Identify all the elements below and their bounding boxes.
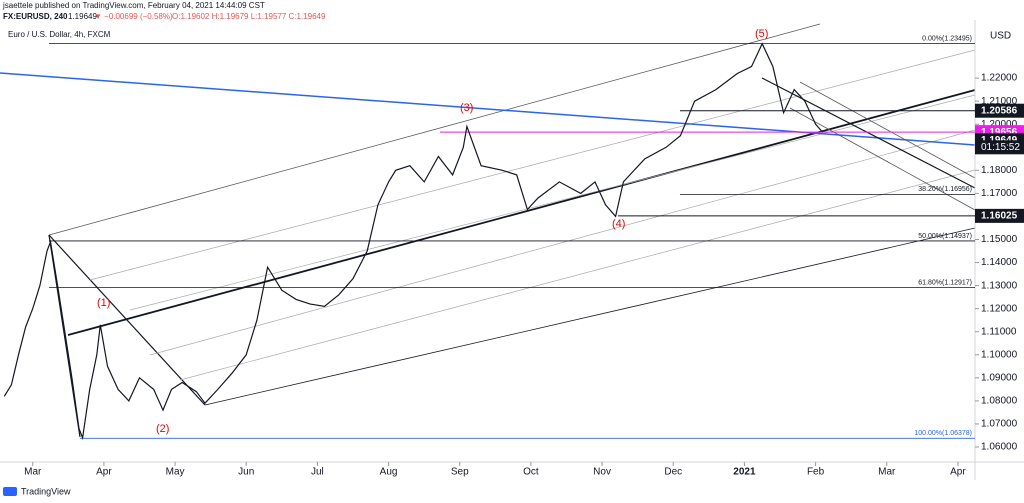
y-tick-label: 1.21000 bbox=[981, 96, 1018, 107]
x-tick-label: Nov bbox=[593, 467, 611, 478]
y-tick-label: 1.09000 bbox=[981, 372, 1018, 383]
x-tick-label: Mar bbox=[878, 467, 896, 478]
price-label: 1.20586 bbox=[981, 105, 1018, 116]
y-tick-label: 1.18000 bbox=[981, 165, 1018, 176]
y-tick-label: 1.12000 bbox=[981, 303, 1018, 314]
x-tick-label: May bbox=[166, 467, 185, 478]
x-tick-label: 2021 bbox=[733, 467, 756, 478]
publisher: jsaettele published on TradingView.com, … bbox=[2, 1, 265, 10]
x-tick-label: Aug bbox=[380, 467, 398, 478]
y-tick-label: 1.10000 bbox=[981, 349, 1018, 360]
fib-label: 100.00%(1.06378) bbox=[914, 430, 972, 437]
x-tick-label: Apr bbox=[96, 467, 112, 478]
fib-label: 0.00%(1.23495) bbox=[922, 35, 972, 42]
x-tick-label: Jun bbox=[238, 467, 254, 478]
fib-label: 50.00%(1.14937) bbox=[918, 233, 972, 240]
x-tick-label: Mar bbox=[24, 467, 42, 478]
price-label-box bbox=[975, 208, 1024, 223]
symbol: FX:EURUSD, 240 bbox=[3, 12, 68, 21]
fib-label: 38.20%(1.16956) bbox=[918, 186, 972, 193]
x-tick-label: Dec bbox=[664, 467, 682, 478]
currency: USD bbox=[990, 31, 1011, 42]
y-tick-label: 1.20000 bbox=[981, 119, 1018, 130]
wave-label: (1) bbox=[97, 297, 110, 309]
y-tick-label: 1.07000 bbox=[981, 419, 1018, 430]
wave-label: (2) bbox=[156, 423, 169, 435]
y-tick-label: 1.06000 bbox=[981, 442, 1018, 453]
y-tick-label: 1.08000 bbox=[981, 396, 1018, 407]
countdown: 01:15:52 bbox=[981, 142, 1020, 153]
price-label: 1.19656 bbox=[981, 127, 1018, 138]
fib-label: 61.80%(1.12917) bbox=[918, 279, 972, 286]
x-tick-label: Oct bbox=[523, 467, 539, 478]
y-tick-label: 1.11000 bbox=[981, 326, 1017, 337]
logo bbox=[3, 487, 17, 496]
brand: TradingView bbox=[21, 486, 71, 496]
y-tick-label: 1.14000 bbox=[981, 257, 1018, 268]
y-tick-label: 1.13000 bbox=[981, 280, 1018, 291]
countdown-box bbox=[975, 140, 1024, 155]
x-tick-label: Feb bbox=[807, 467, 825, 478]
drawings bbox=[0, 23, 976, 438]
wave-label: (5) bbox=[755, 28, 768, 40]
last: 1.19649 bbox=[68, 12, 97, 21]
x-tick-label: Sep bbox=[451, 467, 469, 478]
x-tick-label: Apr bbox=[950, 467, 966, 478]
wave-label: (3) bbox=[460, 102, 473, 114]
wave-label: (4) bbox=[612, 218, 625, 230]
price-line bbox=[3, 42, 824, 441]
chart-title: Euro / U.S. Dollar, 4h, FXCM bbox=[8, 30, 111, 39]
change: ▼ −0.00699 (−0.58%) bbox=[94, 12, 173, 21]
y-tick-label: 1.22000 bbox=[981, 73, 1018, 84]
y-tick-label: 1.17000 bbox=[981, 188, 1018, 199]
y-tick-label: 1.15000 bbox=[981, 234, 1018, 245]
price-label-box bbox=[975, 103, 1024, 118]
price-label: 1.16025 bbox=[981, 211, 1018, 222]
x-tick-label: Jul bbox=[311, 467, 324, 478]
ohlc: O:1.19602 H:1.19679 L:1.19577 C:1.19649 bbox=[172, 12, 326, 21]
